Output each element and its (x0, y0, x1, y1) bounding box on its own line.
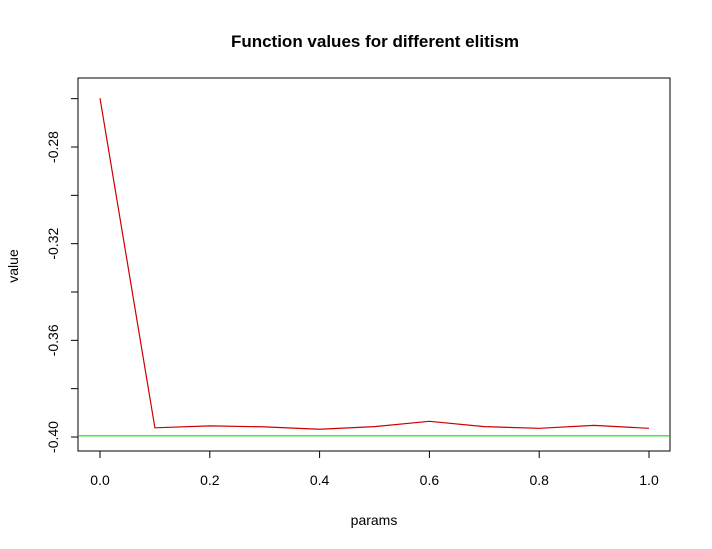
x-tick-label: 0.6 (420, 472, 440, 488)
x-tick-label: 1.0 (639, 472, 659, 488)
y-tick-label: -0.36 (45, 324, 61, 356)
plot-area (79, 98, 669, 437)
y-tick-label: -0.32 (45, 228, 61, 260)
x-axis-label: params (351, 512, 398, 528)
y-axis-label: value (5, 249, 21, 283)
x-axis: 0.0 0.2 0.4 0.6 0.8 1.0 (90, 450, 659, 488)
x-tick-label: 0.8 (529, 472, 549, 488)
series-line (99, 98, 650, 430)
x-tick-label: 0.0 (90, 472, 110, 488)
y-axis: -0.40 -0.36 -0.32 -0.28 (45, 98, 79, 453)
x-tick-label: 0.2 (200, 472, 220, 488)
x-tick-label: 0.4 (310, 472, 330, 488)
y-tick-label: -0.28 (45, 131, 61, 163)
y-tick-label: -0.40 (45, 421, 61, 453)
chart-title: Function values for different elitism (231, 32, 519, 51)
plot-frame (77, 77, 671, 452)
